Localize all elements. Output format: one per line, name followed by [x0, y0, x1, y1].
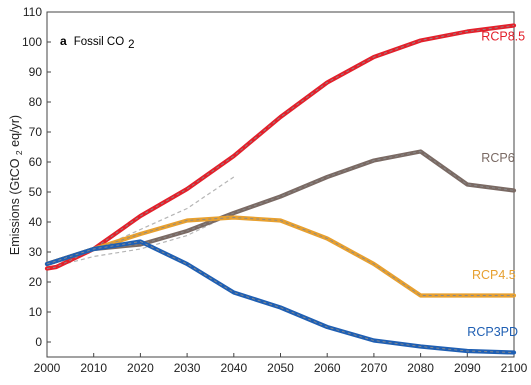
y-tick-label: 70	[29, 125, 43, 139]
series-lines	[44, 23, 517, 355]
reference-lines	[46, 176, 235, 270]
y-axis-title-prefix: Emissions (GtCO	[8, 158, 22, 255]
panel-title: a Fossil CO 2	[60, 32, 135, 51]
y-tick-label: 0	[35, 335, 42, 349]
series-label-rcp4-5: RCP4.5	[472, 268, 516, 282]
series-dash-rcp3pd	[46, 241, 515, 353]
series-label-rcp3pd: RCP3PD	[467, 325, 518, 339]
y-tick-label: 60	[29, 155, 43, 169]
x-tick-label: 2090	[454, 361, 481, 375]
y-tick-label: 110	[23, 5, 42, 19]
x-tick-label: 2050	[267, 361, 294, 375]
y-tick-label: 50	[29, 185, 43, 199]
y-tick-label: 90	[29, 65, 43, 79]
x-tick-label: 2040	[220, 361, 247, 375]
y-tick-label: 40	[29, 215, 43, 229]
x-tick-label: 2100	[501, 361, 528, 375]
reference-line	[46, 176, 235, 264]
series-label-rcp6: RCP6	[481, 151, 514, 165]
plot-frame	[46, 11, 515, 358]
x-tick-label: 2060	[314, 361, 341, 375]
y-tick-label: 30	[29, 245, 43, 259]
y-tick-label: 100	[22, 35, 42, 49]
x-tick-label: 2000	[34, 361, 61, 375]
y-axis: 0 10 20 30 40 50 60 70 80 90 100 110	[22, 5, 51, 349]
panel-letter: a	[60, 34, 67, 48]
x-tick-label: 2030	[174, 361, 201, 375]
panel-title-subscript: 2	[128, 39, 134, 51]
x-tick-label: 2010	[80, 361, 107, 375]
series-dash-rcp8-5	[46, 25, 515, 269]
panel-title-text: Fossil CO	[74, 36, 125, 48]
y-axis-title: Emissions (GtCO 2 eq/yr)	[8, 115, 25, 255]
y-tick-label: 10	[29, 305, 43, 319]
x-tick-label: 2080	[407, 361, 434, 375]
y-axis-title-suffix: eq/yr)	[8, 115, 22, 147]
x-axis: 2000 2010 2020 2030 2040 2050 2060 2070 2080 2090…	[34, 353, 528, 375]
y-axis-title-subscript: 2	[14, 150, 24, 155]
y-tick-label: 20	[29, 275, 43, 289]
y-tick-label: 80	[29, 95, 43, 109]
series-labels: RCP8.5 RCP6 RCP4.5 RCP3PD	[467, 30, 525, 340]
series-label-rcp8-5: RCP8.5	[481, 30, 525, 44]
reference-line	[46, 212, 235, 270]
x-tick-label: 2020	[127, 361, 154, 375]
x-tick-label: 2070	[361, 361, 388, 375]
series-dash-rcp4-5	[46, 217, 514, 296]
series-line-rcp4-5	[44, 215, 517, 298]
